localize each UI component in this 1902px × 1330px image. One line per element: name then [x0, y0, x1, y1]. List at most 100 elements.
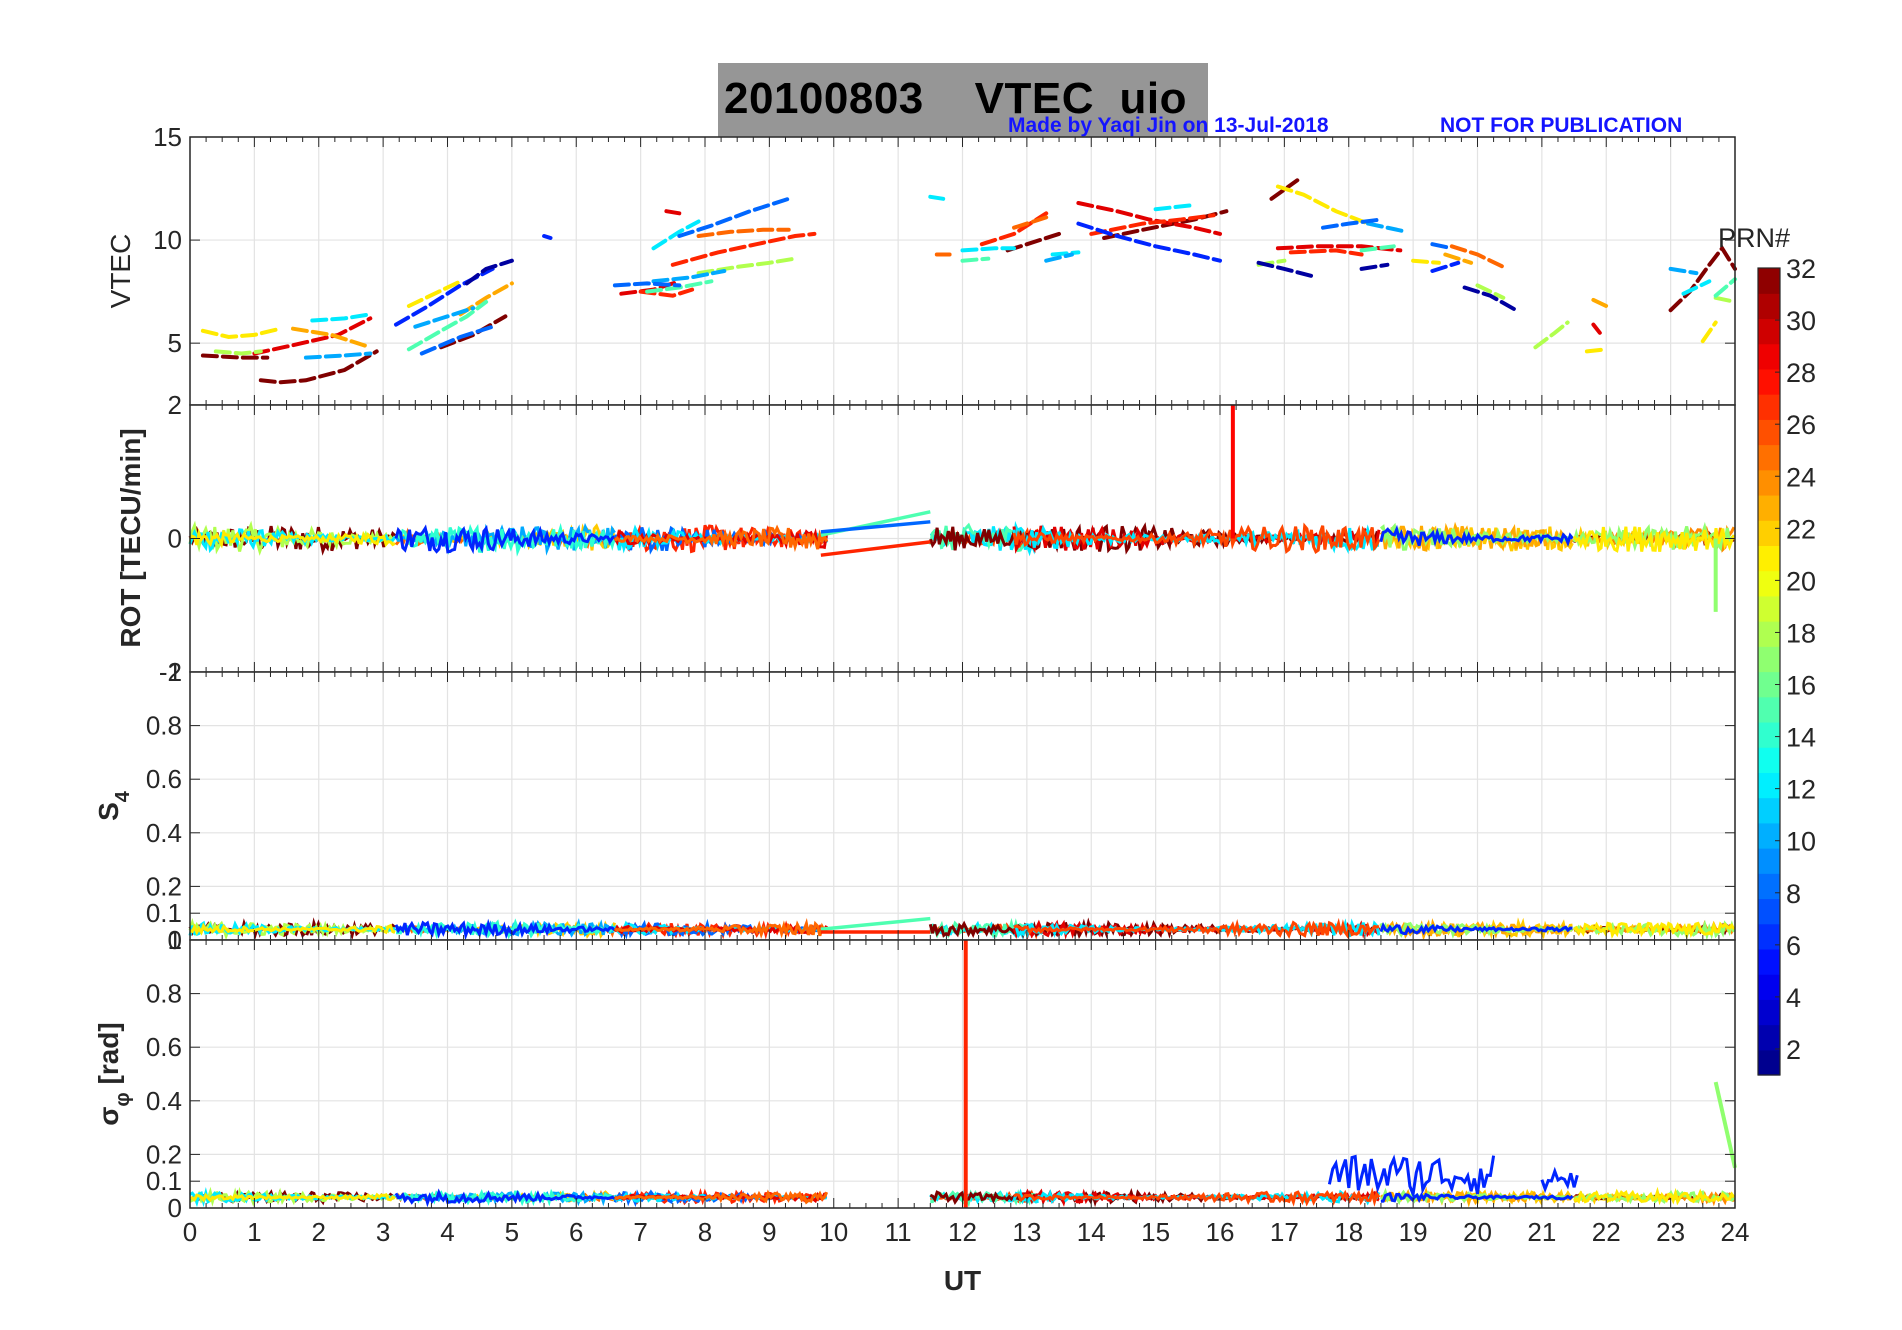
rot-trace-prn25 — [613, 524, 829, 553]
vtec-series-prn32 — [1668, 244, 1737, 313]
vtec-series-prn23 — [1591, 297, 1609, 308]
colorbar-swatch — [1758, 293, 1780, 320]
credit-made-by: Made by Yaqi Jin on 13-Jul-2018 — [1008, 114, 1329, 137]
vtec-series-prn32 — [200, 353, 270, 360]
panel-s4: 00.10.2 0.4 0.6 0.8 1 — [146, 657, 1736, 955]
colorbar-swatch — [1758, 318, 1780, 345]
colorbar-swatch — [1758, 948, 1780, 975]
rot-axis-label: ROT [TECU/min] — [115, 428, 146, 647]
vtec-series-prn2 — [1462, 285, 1519, 313]
s4-trace-prn21 — [189, 922, 396, 936]
credit-notice: NOT FOR PUBLICATION — [1440, 114, 1683, 137]
colorbar-swatch — [1758, 368, 1780, 395]
x-tick-label: 21 — [1527, 1217, 1556, 1247]
vtec-series-prn18 — [1475, 283, 1506, 300]
vtec-series-prn18 — [1533, 320, 1570, 350]
vtec-series-prn25 — [1012, 215, 1049, 230]
rot-trace-prn14 — [394, 522, 617, 557]
x-tick-label: 20 — [1463, 1217, 1492, 1247]
y-tick-label: 15 — [153, 122, 182, 152]
vtec-series-prn6 — [1430, 260, 1461, 273]
vtec-series-prn21 — [1275, 184, 1371, 226]
vtec-series-prn10 — [1668, 266, 1699, 276]
vtec-series-prn32 — [439, 314, 508, 350]
y-tick-label: 2 — [168, 390, 182, 420]
vtec-series-prn8 — [677, 196, 791, 238]
vtec-series-prn18 — [213, 349, 263, 356]
colorbar-swatch — [1758, 570, 1780, 597]
x-tick-label: 6 — [569, 1217, 583, 1247]
y-tick-label: 0.2 — [146, 871, 182, 901]
colorbar-swatch — [1758, 974, 1780, 1000]
vtec-series-prn25 — [696, 227, 791, 238]
vtec-series-prn8 — [419, 324, 495, 356]
rot-trace-prn32 — [1012, 522, 1380, 555]
y-tick-label: 0.6 — [146, 764, 182, 794]
y-tick-label: 0.6 — [146, 1032, 182, 1062]
series-group — [189, 940, 1737, 1208]
x-tick-label: 7 — [633, 1217, 647, 1247]
vtec-series-prn29 — [1591, 322, 1602, 335]
y-tick-label: 0.2 — [146, 1139, 182, 1169]
colorbar-swatch — [1758, 873, 1780, 900]
vtec-axis-label: VTEC — [105, 234, 136, 309]
x-tick-label: 17 — [1270, 1217, 1299, 1247]
colorbar-swatch — [1758, 545, 1780, 572]
gap-interpolation-prn27 — [820, 540, 931, 557]
vtec-series-prn15 — [406, 299, 489, 352]
vtec-series-prn15 — [645, 279, 714, 294]
x-tick-label: 12 — [948, 1217, 977, 1247]
vtec-series-prn10 — [413, 306, 476, 329]
colorbar-swatch — [1758, 494, 1780, 521]
colorbar-swatch — [1758, 595, 1780, 622]
colorbar-swatch — [1758, 772, 1780, 799]
vtec-series-prn6 — [1076, 221, 1222, 263]
vtec-series-prn2 — [1359, 262, 1390, 271]
chart-title: 20100803 VTEC uio — [724, 74, 1187, 123]
s4-trace-prn25 — [614, 918, 828, 940]
colorbar-tick-label: 26 — [1786, 410, 1816, 440]
colorbar-swatch — [1758, 696, 1780, 723]
y-tick-label: 1 — [168, 657, 182, 687]
sigma_phi-trace-prn26 — [1013, 1187, 1381, 1207]
colorbar-tick-label: 32 — [1786, 254, 1816, 284]
colorbar-swatch — [1758, 1049, 1780, 1076]
colorbar-swatch — [1758, 822, 1780, 849]
colorbar-tick-label: 22 — [1786, 514, 1816, 544]
colorbar-tick-label: 16 — [1786, 671, 1816, 701]
x-tick-label: 10 — [819, 1217, 848, 1247]
y-tick-label: 10 — [153, 225, 182, 255]
colorbar-tick-label: 30 — [1786, 306, 1816, 336]
vtec-series-prn21 — [406, 279, 463, 308]
x-tick-label: 14 — [1077, 1217, 1106, 1247]
colorbar-tick-label: 2 — [1786, 1035, 1801, 1065]
colorbar-swatch — [1758, 394, 1780, 420]
colorbar-swatch — [1758, 646, 1780, 673]
rot-trace-prn21 — [188, 528, 396, 549]
x-tick-label: 23 — [1656, 1217, 1685, 1247]
x-tick-label: 24 — [1721, 1217, 1750, 1247]
colorbar-tick-label: 20 — [1786, 566, 1816, 596]
colorbar-swatch — [1758, 520, 1780, 547]
rot-trace-prn26 — [1012, 522, 1381, 555]
colorbar-tick-label: 12 — [1786, 775, 1816, 805]
colorbar-swatch — [1758, 621, 1780, 647]
rot-trace-prn17 — [1572, 521, 1735, 552]
vtec-series-prn15 — [1713, 277, 1737, 298]
vtec-series-prn12 — [1681, 279, 1712, 296]
x-axis-label: UT — [944, 1265, 981, 1296]
s4-axis-label: S4 — [93, 790, 134, 821]
sigma-axis-label: σφ [rad] — [93, 1022, 134, 1125]
rot-trace-prn6 — [394, 524, 616, 555]
x-tick-label: 4 — [440, 1217, 454, 1247]
vtec-series-prn8 — [612, 281, 682, 288]
y-tick-label: 0.8 — [146, 711, 182, 741]
rise-prn17 — [1713, 1081, 1737, 1169]
colorbar-swatch — [1758, 343, 1780, 370]
x-tick-label: 5 — [505, 1217, 519, 1247]
colorbar-swatch — [1758, 999, 1780, 1026]
x-tick-label: 8 — [698, 1217, 712, 1247]
colorbar-tick-label: 24 — [1786, 462, 1816, 492]
x-tick-label: 0 — [183, 1217, 197, 1247]
